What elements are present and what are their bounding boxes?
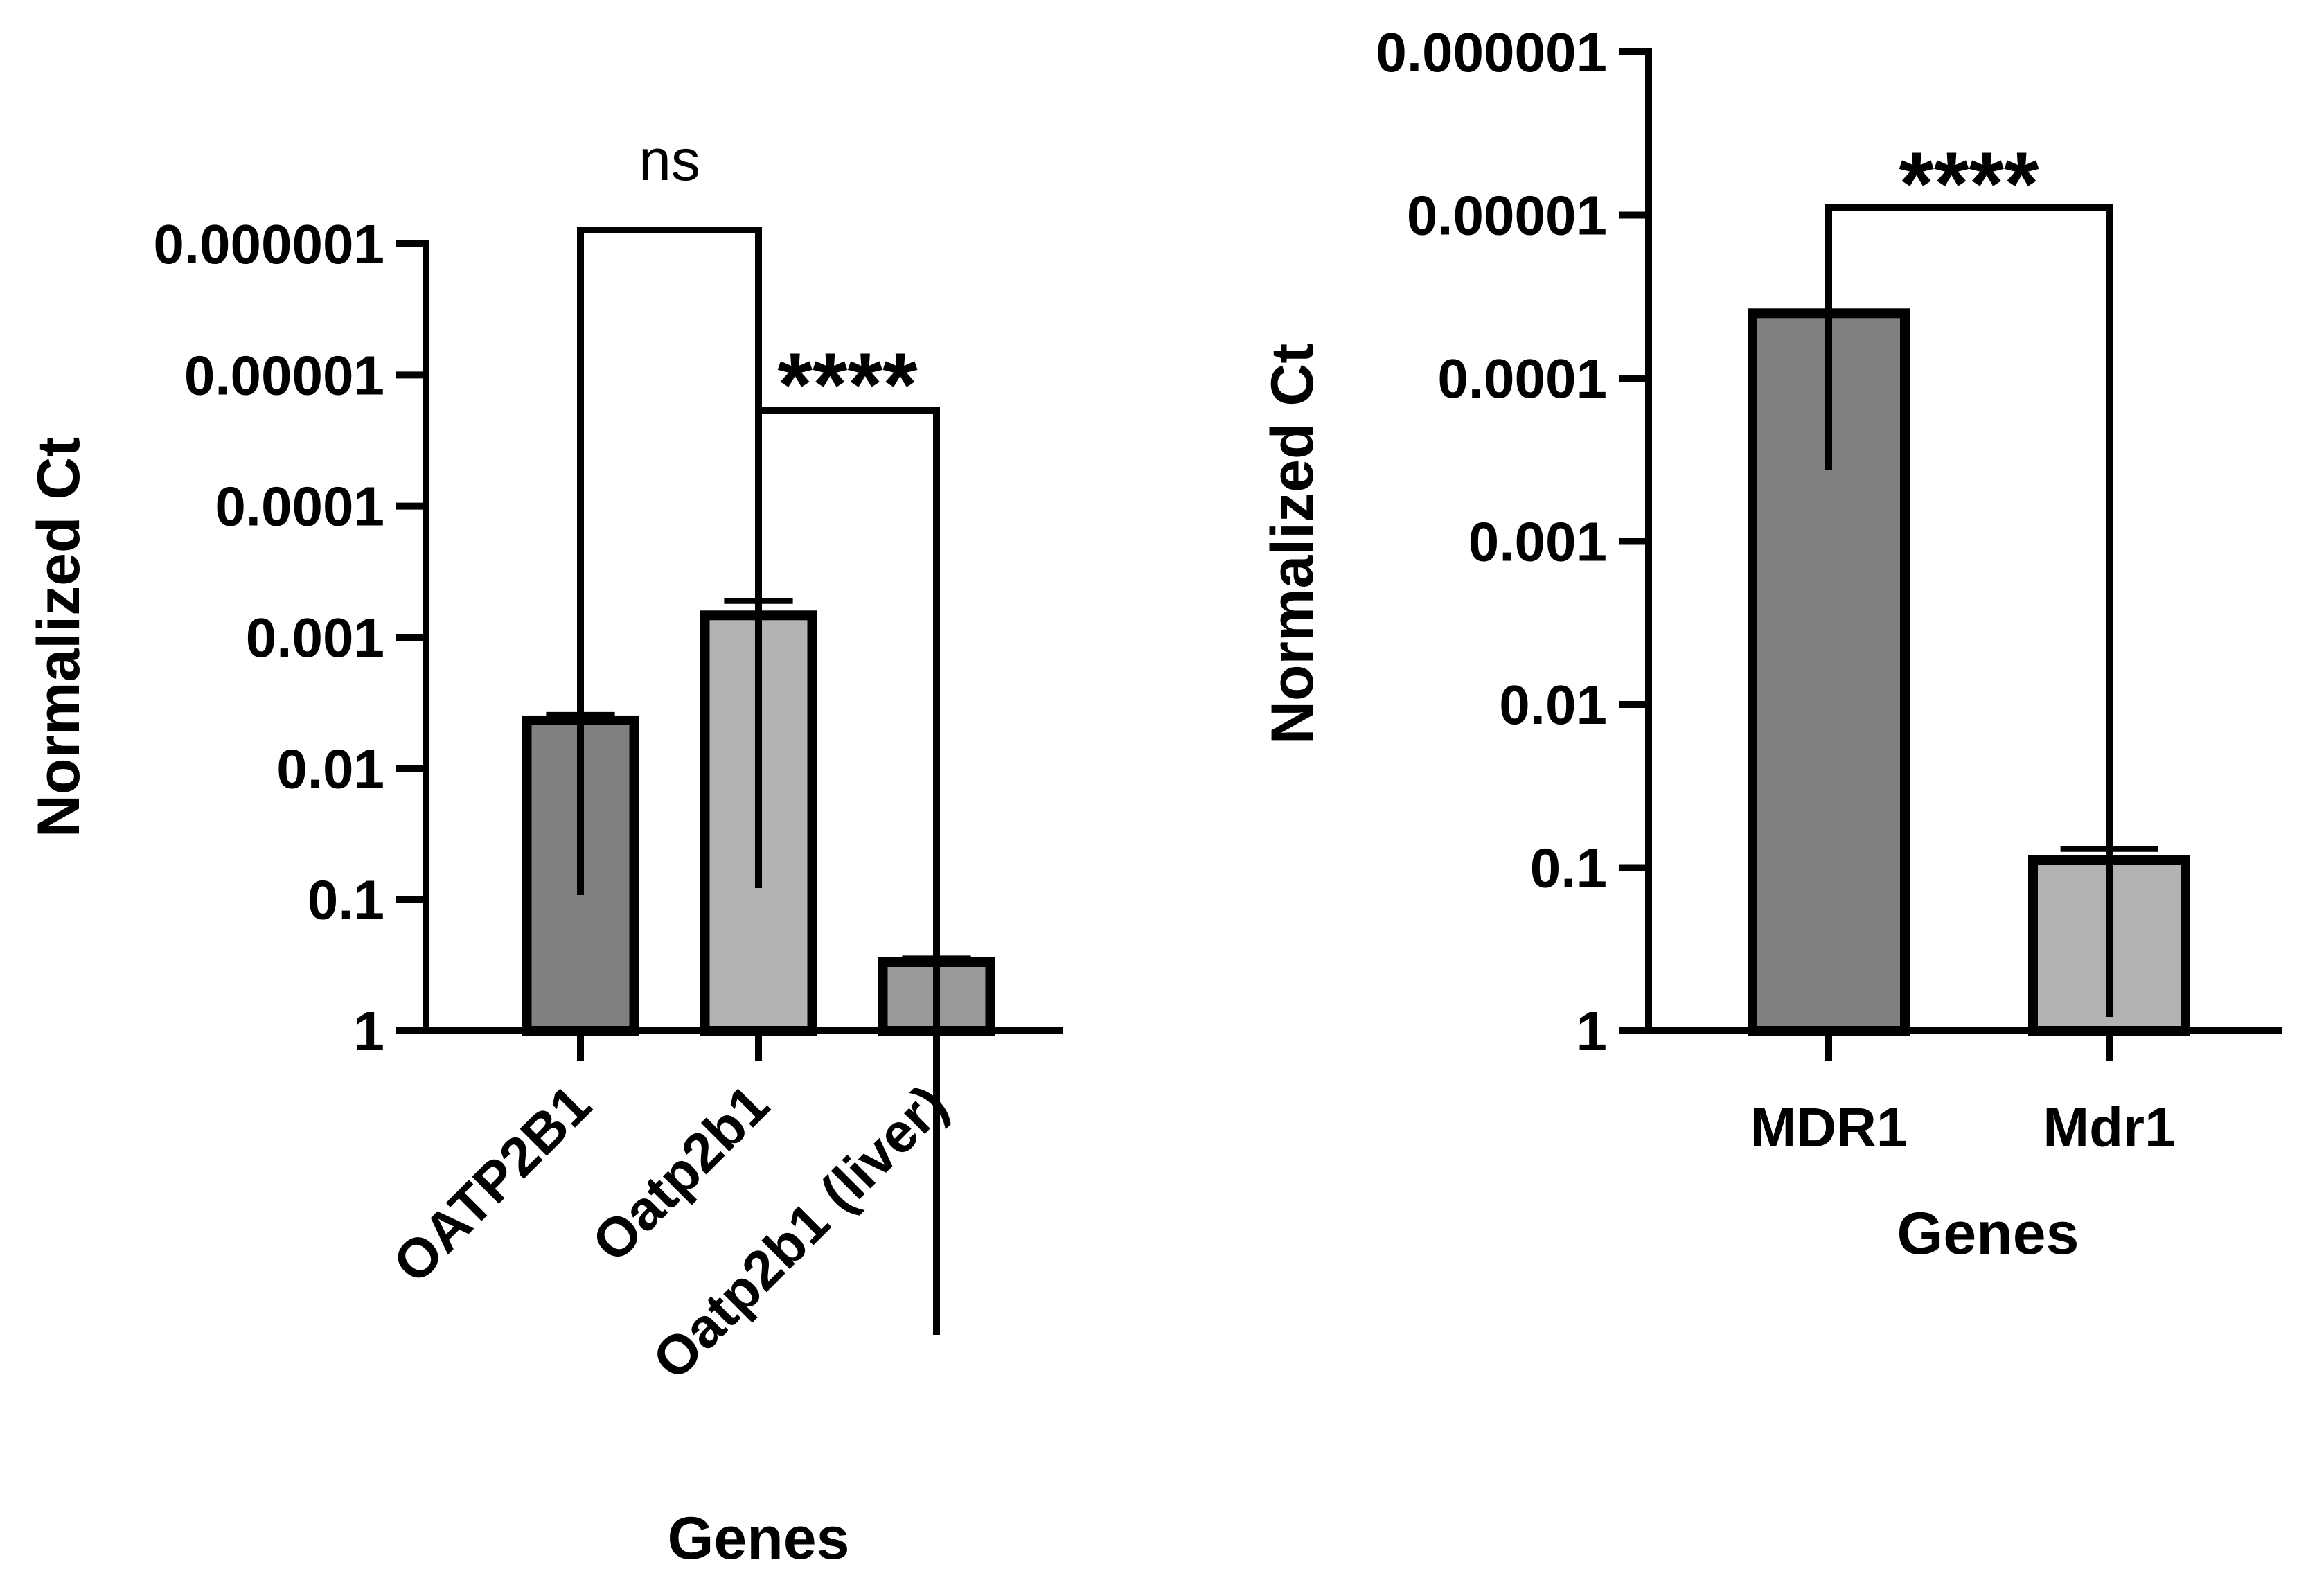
x-tick-label: Mdr1	[2043, 1097, 2175, 1158]
y-tick-label: 0.01	[276, 738, 384, 799]
significance-bracket	[577, 227, 762, 895]
x-tick-label: OATP2B1	[381, 1073, 603, 1295]
y-tick-label: 0.0001	[1437, 348, 1607, 409]
x-tick-label: MDR1	[1750, 1097, 1908, 1158]
y-tick-label: 0.001	[1468, 511, 1607, 573]
y-tick-label: 0.00001	[184, 344, 384, 406]
right-chart: 1 0.1 0.01 0.001 0.0001 0.00001 0.000001 MDR1 Md…	[1259, 21, 2282, 1267]
y-tick-label: 0.000001	[153, 213, 384, 275]
y-axis-title: Normalized Ct	[26, 437, 92, 837]
y-tick-label: 0.000001	[1376, 21, 1607, 83]
y-tick-label: 0.0001	[215, 476, 384, 538]
significance-bracket	[1825, 204, 2113, 1017]
x-axis-title: Genes	[668, 1505, 850, 1572]
y-tick-label: 1	[1577, 1000, 1608, 1062]
y-axis-title: Normalized Ct	[1259, 344, 1326, 744]
x-axis-title: Genes	[1897, 1200, 2079, 1267]
significance-stars: ****	[777, 334, 918, 435]
y-tick-label: 0.00001	[1407, 185, 1607, 247]
significance-stars: ****	[1899, 133, 2039, 234]
y-tick-label: 0.01	[1499, 674, 1607, 736]
y-tick-label: 0.001	[246, 607, 384, 668]
left-chart: 1 0.1 0.01 0.001 0.0001 0.00001 0.000001 OATP2B…	[26, 127, 1063, 1572]
significance-bracket	[755, 407, 940, 1335]
y-tick-label: 0.1	[308, 869, 384, 931]
y-tick-label: 1	[354, 1000, 385, 1062]
y-tick-label: 0.1	[1530, 837, 1607, 899]
significance-ns: ns	[639, 127, 700, 193]
